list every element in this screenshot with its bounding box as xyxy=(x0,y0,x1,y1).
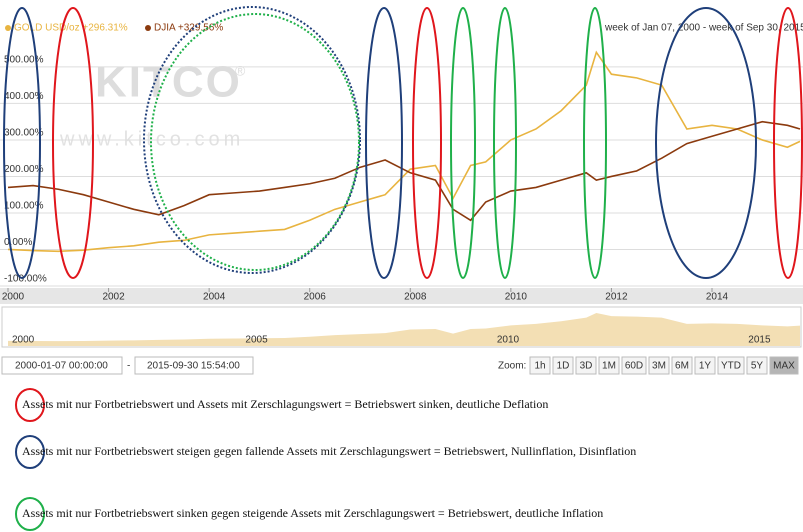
ellipse xyxy=(583,7,607,279)
zoom-button[interactable] xyxy=(694,356,716,375)
zoom-button[interactable] xyxy=(648,356,670,375)
watermark-url: www.kitco.com xyxy=(59,128,244,150)
zoom-button[interactable] xyxy=(717,356,745,375)
date-to: 2015-09-30 15:54:00 xyxy=(147,361,240,372)
date-separator: - xyxy=(127,361,130,372)
watermark-mark: ® xyxy=(235,63,246,79)
note-marker xyxy=(15,435,45,469)
zoom-button-label[interactable]: 3M xyxy=(652,361,666,372)
x-tick-label: 2012 xyxy=(605,292,628,303)
legend-label: DJIA +329.56% xyxy=(154,23,223,34)
zoom-button-label[interactable]: 1h xyxy=(534,361,545,372)
x-tick-label: 2002 xyxy=(102,292,125,303)
x-tick-label: 2008 xyxy=(404,292,427,303)
ellipse xyxy=(143,6,361,274)
x-tick-label: 2000 xyxy=(2,292,25,303)
zoom-button[interactable] xyxy=(598,356,620,375)
zoom-button-label[interactable]: 5Y xyxy=(751,361,764,372)
y-tick-label: 100.00% xyxy=(4,201,44,212)
zoom-button[interactable] xyxy=(529,356,551,375)
note-marker xyxy=(15,497,45,531)
zoom-button-label[interactable]: 3D xyxy=(580,361,593,372)
ellipse xyxy=(773,7,803,279)
watermark: KITCO xyxy=(95,58,242,107)
zoom-button-label[interactable]: 1D xyxy=(557,361,570,372)
note-text: Assets mit nur Fortbetriebswert und Asse… xyxy=(22,397,548,411)
legend-marker xyxy=(5,25,11,31)
annotations xyxy=(3,6,803,279)
zoom-button-label[interactable]: 1M xyxy=(602,361,616,372)
ellipse xyxy=(412,7,442,279)
zoom-button[interactable] xyxy=(621,356,647,375)
zoom-button[interactable] xyxy=(671,356,693,375)
navigator-series: 2000 2005 2010 2015 xyxy=(8,313,800,346)
note-text: Assets mit nur Fortbetriebswert sinken g… xyxy=(22,506,603,520)
x-tick-label: 2006 xyxy=(304,292,327,303)
ellipse xyxy=(52,7,94,279)
zoom-button[interactable] xyxy=(575,356,597,375)
zoom-button-label[interactable]: YTD xyxy=(721,361,741,372)
y-tick-label: 500.00% xyxy=(4,55,44,66)
legend-marker xyxy=(145,25,151,31)
series-line xyxy=(7,50,801,253)
note-marker xyxy=(15,388,45,422)
date-from: 2000-01-07 00:00:00 xyxy=(15,361,108,372)
zoom-button[interactable] xyxy=(552,356,574,375)
y-tick-label: 400.00% xyxy=(4,91,44,102)
range-label: week of Jan 07, 2000 - week of Sep 30, 2… xyxy=(604,23,803,34)
notes: Assets mit nur Fortbetriebswert und Asse… xyxy=(15,388,636,531)
y-tick-label: 0.00% xyxy=(4,237,32,248)
x-tick-label: 2014 xyxy=(706,292,729,303)
zoom-button-label[interactable]: 60D xyxy=(625,361,643,372)
ellipse xyxy=(655,7,757,279)
zoom-label: Zoom: xyxy=(498,361,526,372)
x-axis-band xyxy=(0,288,803,304)
navigator-tick-label: 2005 xyxy=(245,335,268,346)
ellipse xyxy=(365,7,403,279)
zoom-button-label[interactable]: MAX xyxy=(773,361,795,372)
y-tick-label: 300.00% xyxy=(4,128,44,139)
zoom-button-label[interactable]: 6M xyxy=(675,361,689,372)
x-tick-label: 2004 xyxy=(203,292,226,303)
zoom-button[interactable] xyxy=(769,356,799,375)
legend-label: GOLD USD/oz +296.31% xyxy=(14,23,128,34)
zoom-button[interactable] xyxy=(746,356,768,375)
series-line xyxy=(7,120,801,222)
ellipse xyxy=(450,7,476,279)
note-text: Assets mit nur Fortbetriebswert steigen … xyxy=(22,444,636,458)
navigator-area xyxy=(8,313,800,346)
date-input[interactable] xyxy=(1,356,123,375)
navigator-tick-label: 2010 xyxy=(497,335,520,346)
navigator-tick-label: 2015 xyxy=(748,335,771,346)
ellipse xyxy=(493,7,517,279)
date-input[interactable] xyxy=(134,356,254,375)
y-tick-label: -100.00% xyxy=(4,274,47,285)
ellipse xyxy=(150,13,360,271)
plot: -100.00% 0.00% 100.00% 200.00% 300.00% 400.00… xyxy=(0,23,803,303)
ellipse xyxy=(3,7,41,279)
y-tick-label: 200.00% xyxy=(4,164,44,175)
x-tick-label: 2010 xyxy=(505,292,528,303)
controls: 2000-01-07 00:00:00 - 2015-09-30 15:54:00 Z… xyxy=(1,356,799,375)
zoom-button-label[interactable]: 1Y xyxy=(699,361,712,372)
navigator-tick-label: 2000 xyxy=(12,335,35,346)
